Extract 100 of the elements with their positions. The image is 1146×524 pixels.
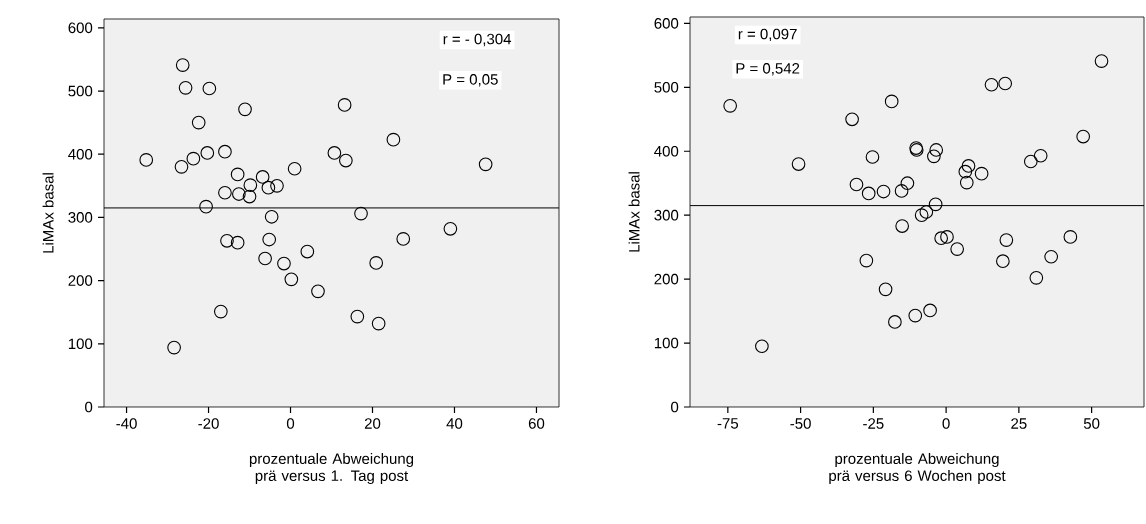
point <box>191 115 206 130</box>
point <box>167 340 181 355</box>
point <box>264 209 279 224</box>
point <box>369 256 384 270</box>
point <box>327 146 342 160</box>
y-tick-label: 100 <box>654 337 679 349</box>
point <box>350 309 365 324</box>
point <box>900 176 915 191</box>
point <box>220 233 234 248</box>
y-tick-label: 300 <box>654 209 679 221</box>
point <box>199 199 213 214</box>
point <box>940 230 954 244</box>
point <box>791 157 806 171</box>
y-tick-label: 0 <box>85 401 93 413</box>
point <box>213 304 228 319</box>
point <box>928 197 943 212</box>
point <box>876 184 891 199</box>
point <box>174 160 189 174</box>
point <box>1023 154 1038 169</box>
point <box>396 232 411 246</box>
point <box>859 253 874 268</box>
y-tick-label: 600 <box>654 18 679 29</box>
y-tick-label: 600 <box>68 22 93 34</box>
point <box>927 149 941 164</box>
point <box>845 112 859 127</box>
point <box>218 144 232 159</box>
y-tick-label: 0 <box>671 401 679 413</box>
point <box>929 143 944 157</box>
point <box>950 242 965 256</box>
x-tick-label: -75 <box>717 418 739 429</box>
point <box>243 178 258 193</box>
y-tick-label: 200 <box>68 275 93 286</box>
point <box>974 166 989 181</box>
point <box>934 231 949 246</box>
point <box>888 315 902 329</box>
point <box>1033 148 1048 163</box>
annotation: r = - 0,304 <box>443 33 512 47</box>
annotation: r = 0,097 <box>738 28 797 42</box>
point <box>232 187 246 201</box>
x-axis-title: prozentuale Abweichung prä versus 1. Tag post <box>249 453 414 484</box>
point <box>371 316 386 331</box>
x-tick-label: -25 <box>863 418 884 429</box>
y-tick-label: 400 <box>654 145 679 157</box>
point <box>1076 129 1091 144</box>
point <box>998 76 1013 91</box>
point <box>443 221 458 236</box>
x-tick-label: 50 <box>1083 418 1100 429</box>
point <box>287 161 302 176</box>
point <box>238 102 252 117</box>
point <box>242 189 257 204</box>
y-tick-label: 200 <box>654 273 679 285</box>
point <box>354 206 368 221</box>
point <box>230 235 245 250</box>
point <box>849 177 864 192</box>
point <box>878 282 893 297</box>
x-tick-label: -40 <box>116 418 137 429</box>
point <box>139 153 154 167</box>
x-tick-label: 60 <box>528 418 545 429</box>
point <box>230 167 245 182</box>
point <box>255 170 270 184</box>
point <box>919 205 934 219</box>
point <box>755 339 769 354</box>
point <box>996 254 1010 269</box>
point <box>300 244 315 259</box>
point <box>958 164 973 179</box>
point <box>894 184 909 198</box>
point <box>895 219 910 233</box>
point <box>178 81 193 95</box>
point <box>258 251 272 266</box>
point <box>865 150 880 164</box>
point <box>339 153 353 168</box>
annotation: P = 0,05 <box>443 74 498 87</box>
point <box>262 232 277 247</box>
x-tick-label: 20 <box>364 418 381 429</box>
point <box>923 303 937 318</box>
point <box>277 256 291 271</box>
x-axis-title: prozentuale Abweichung prä versus 6 Wochen post <box>829 453 1006 484</box>
y-tick-label: 300 <box>68 212 93 223</box>
x-tick-label: -20 <box>198 418 219 429</box>
point <box>908 308 923 323</box>
point <box>200 146 215 160</box>
point <box>478 157 493 172</box>
point <box>337 98 352 112</box>
point <box>261 180 276 195</box>
point <box>961 159 976 173</box>
annotation: P = 0,542 <box>736 63 800 76</box>
point <box>284 272 299 287</box>
y-axis-title: LiMAx basal <box>42 173 54 253</box>
point <box>218 185 232 200</box>
point <box>311 284 325 299</box>
point <box>999 233 1014 247</box>
y-tick-label: 100 <box>68 338 93 350</box>
y-axis-title: LiMAx basal <box>628 172 640 252</box>
point <box>175 58 190 72</box>
y-tick-label: 500 <box>68 85 93 97</box>
point <box>1044 249 1059 264</box>
x-tick-label: 25 <box>1011 418 1027 429</box>
x-tick-label: -50 <box>790 418 811 429</box>
point <box>186 151 201 166</box>
point <box>1029 270 1044 285</box>
